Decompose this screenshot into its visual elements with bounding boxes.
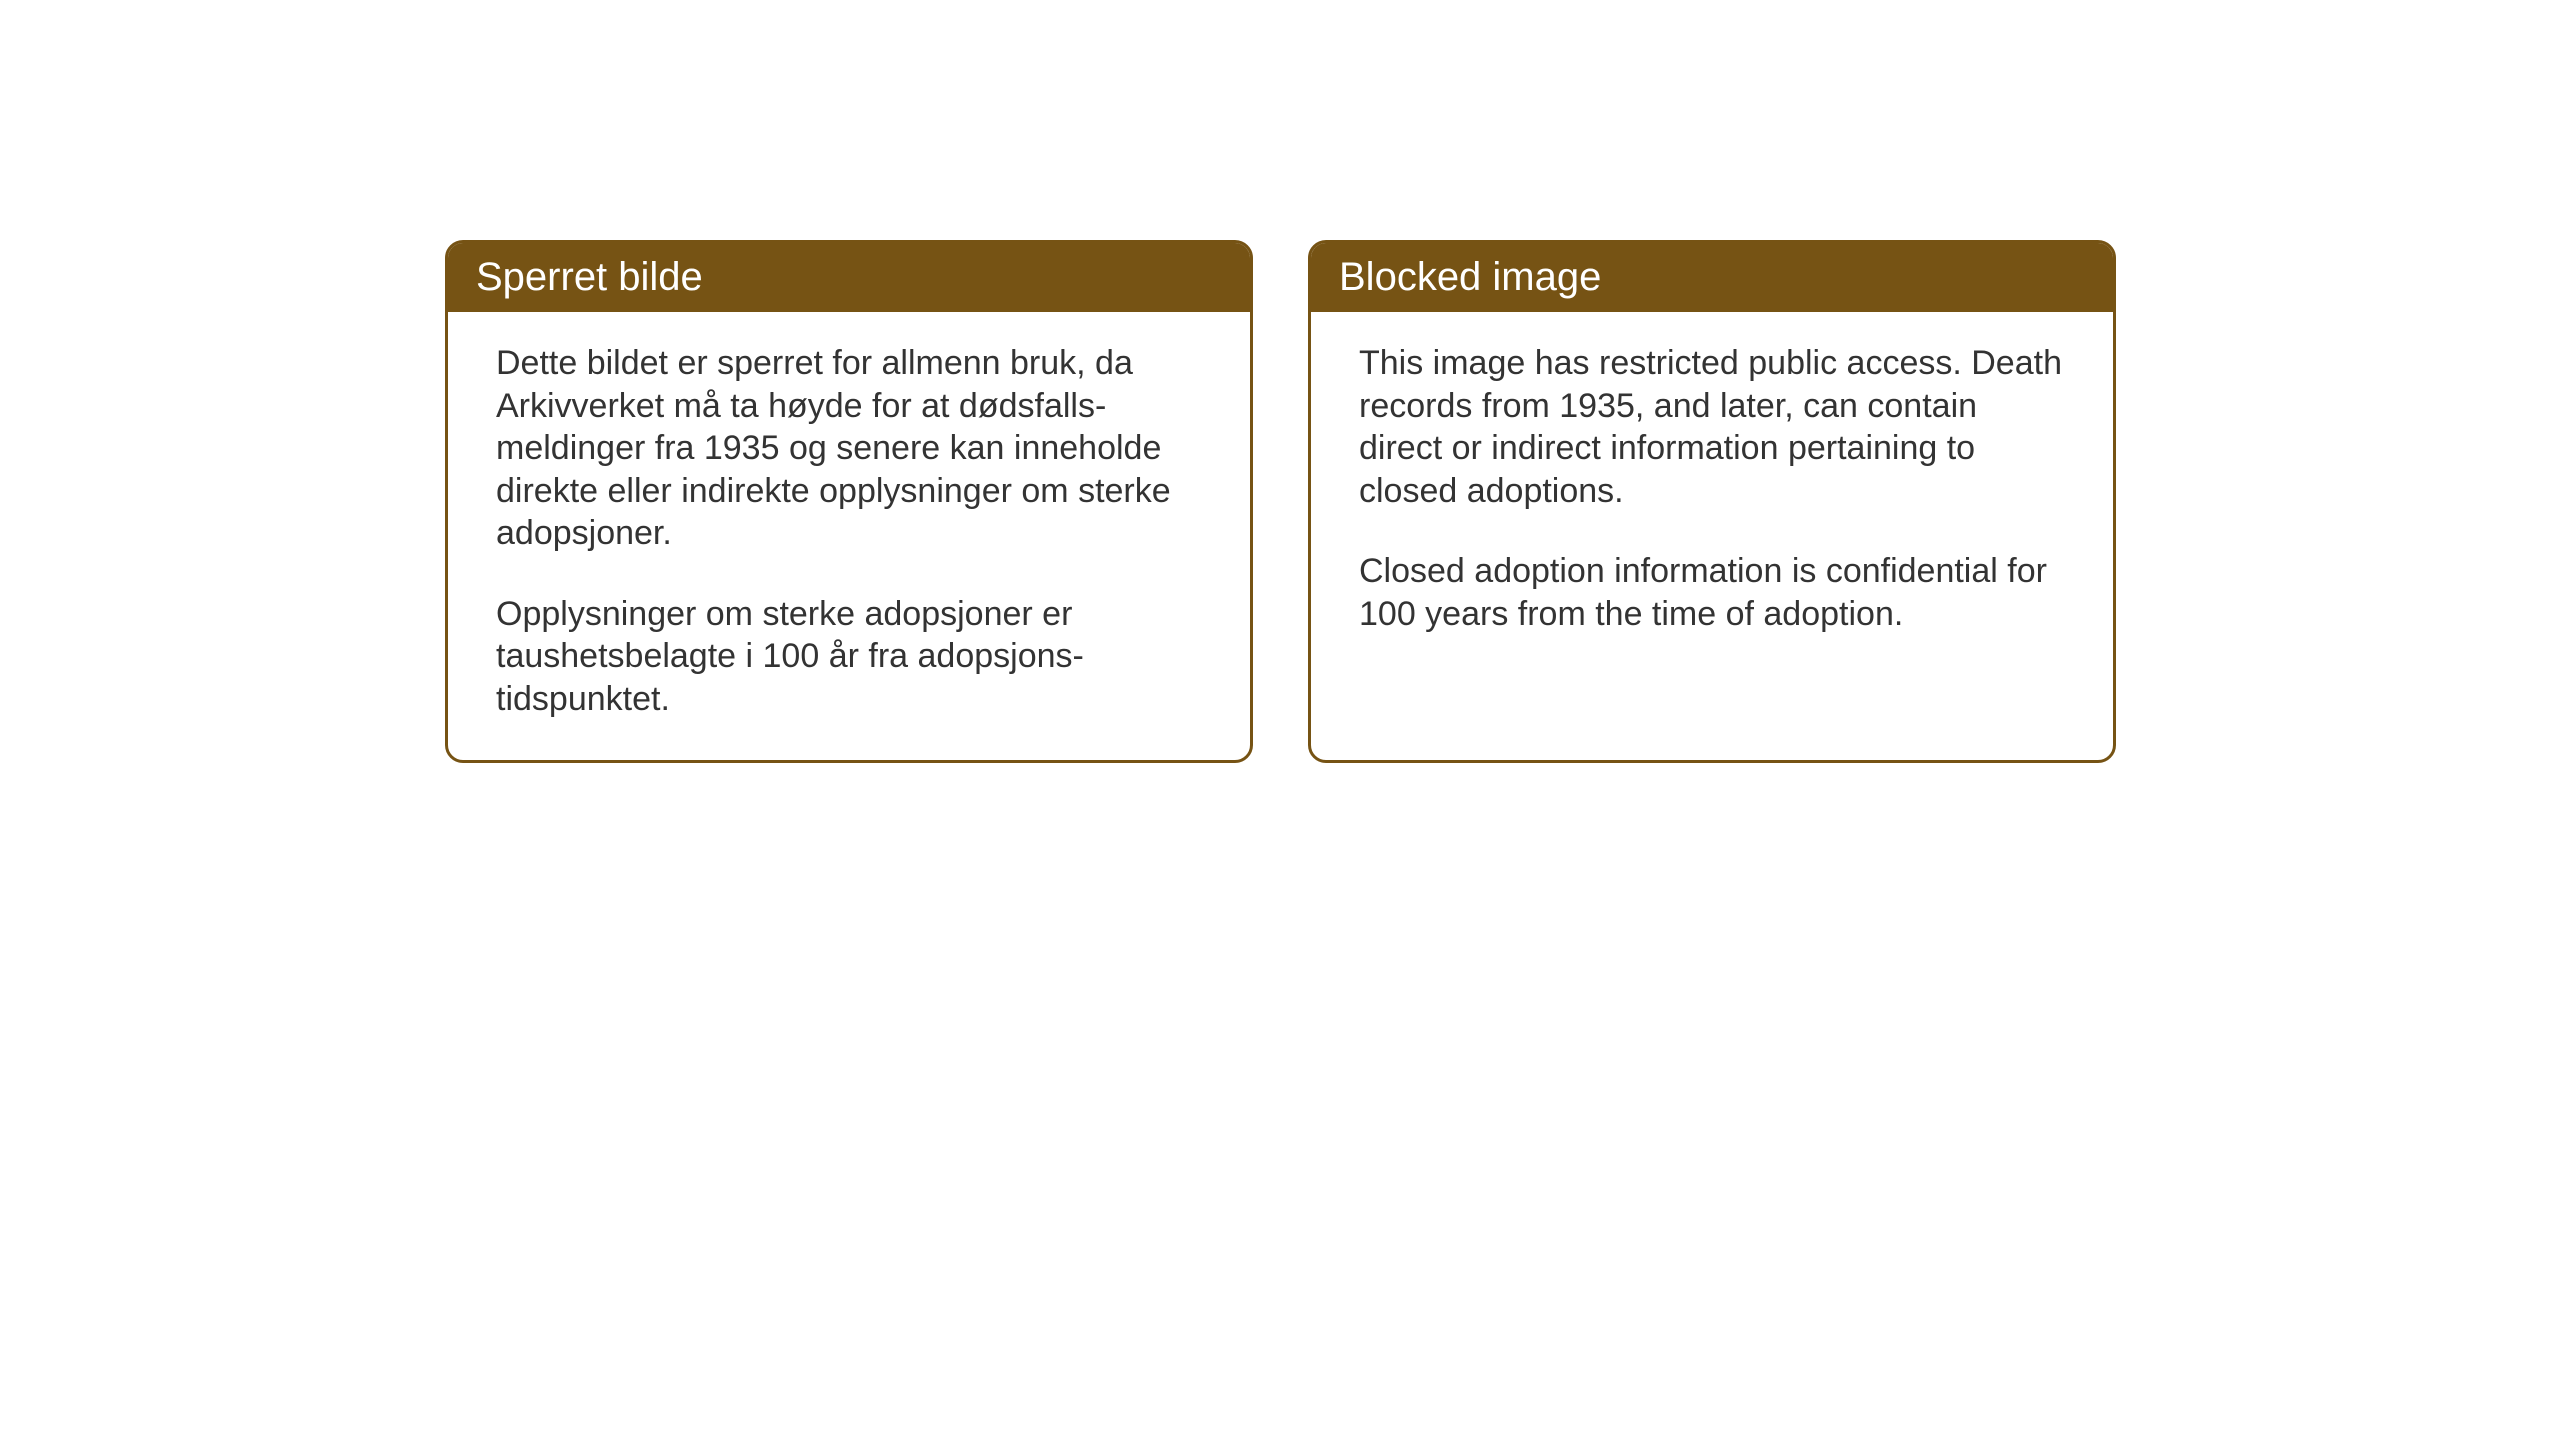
card-title-norwegian: Sperret bilde <box>476 255 703 299</box>
paragraph-english-1: This image has restricted public access.… <box>1359 342 2065 512</box>
notice-card-english: Blocked image This image has restricted … <box>1308 240 2116 763</box>
notice-card-norwegian: Sperret bilde Dette bildet er sperret fo… <box>445 240 1253 763</box>
paragraph-english-2: Closed adoption information is confident… <box>1359 550 2065 635</box>
paragraph-norwegian-1: Dette bildet er sperret for allmenn bruk… <box>496 342 1202 555</box>
card-body-english: This image has restricted public access.… <box>1311 312 2113 675</box>
card-header-norwegian: Sperret bilde <box>448 243 1250 312</box>
card-header-english: Blocked image <box>1311 243 2113 312</box>
paragraph-norwegian-2: Opplysninger om sterke adopsjoner er tau… <box>496 593 1202 721</box>
notice-container: Sperret bilde Dette bildet er sperret fo… <box>445 240 2116 763</box>
card-title-english: Blocked image <box>1339 255 1601 299</box>
card-body-norwegian: Dette bildet er sperret for allmenn bruk… <box>448 312 1250 760</box>
